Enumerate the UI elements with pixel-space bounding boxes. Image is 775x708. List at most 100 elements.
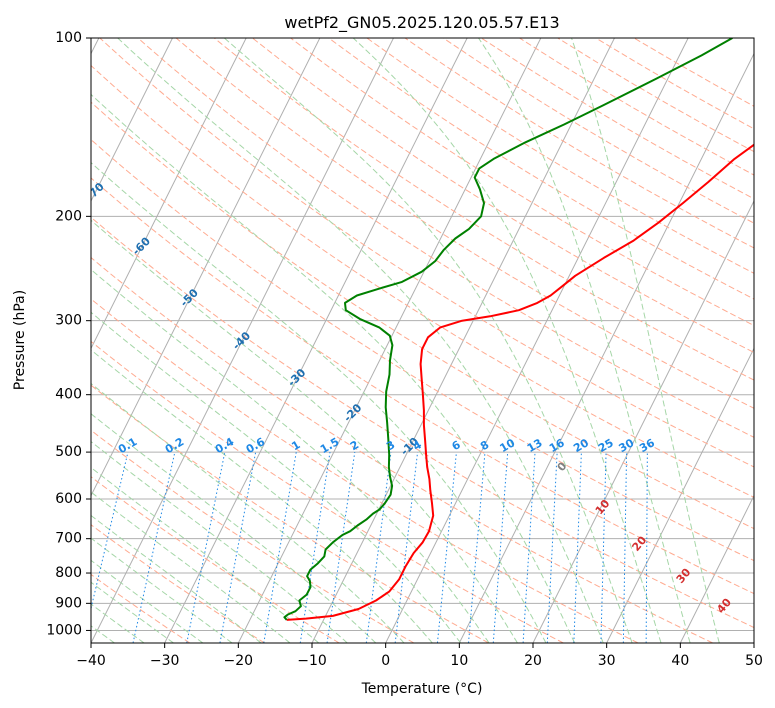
moist-adiabat bbox=[91, 382, 405, 643]
series-layer bbox=[283, 38, 754, 621]
mixing-ratio-line bbox=[219, 452, 257, 643]
dry-adiabat bbox=[91, 216, 754, 629]
moist-adiabat bbox=[91, 413, 377, 643]
moist-adiabat bbox=[91, 268, 490, 643]
isotherm-line bbox=[91, 38, 321, 497]
x-tick-label: 20 bbox=[524, 653, 542, 669]
moist-adiabat-label: 40 bbox=[714, 596, 734, 616]
x-tick-label: −20 bbox=[224, 653, 254, 669]
mixing-ratio-line bbox=[186, 452, 226, 643]
moist-adiabat bbox=[91, 559, 204, 643]
mixing-ratio-line bbox=[132, 451, 176, 643]
isotherm-label: -80 bbox=[31, 137, 54, 160]
moist-adiabat bbox=[91, 93, 576, 643]
moist-adiabat bbox=[117, 38, 604, 643]
moist-adiabat bbox=[91, 514, 262, 643]
dry-adiabat bbox=[91, 177, 754, 595]
dry-adiabat bbox=[175, 38, 754, 409]
mixing-ratio-label: 6 bbox=[450, 438, 463, 453]
isotherm-line bbox=[164, 38, 468, 643]
mixing-ratio-line bbox=[365, 452, 392, 643]
x-tick-label: 0 bbox=[381, 653, 390, 669]
x-tick-label: −10 bbox=[297, 653, 327, 669]
isotherm-label: -20 bbox=[341, 401, 364, 424]
moist-adiabat bbox=[91, 311, 462, 643]
chart-title: wetPf2_GN05.2025.120.05.57.E13 bbox=[284, 13, 559, 33]
dry-adiabat bbox=[91, 476, 340, 643]
dry-adiabat bbox=[91, 64, 754, 498]
mixing-ratio-line bbox=[394, 452, 419, 643]
dry-adiabat bbox=[404, 38, 754, 249]
y-tick-label: 1000 bbox=[46, 622, 82, 638]
y-tick-label: 500 bbox=[55, 444, 82, 460]
mixing-ratio-line bbox=[436, 452, 457, 643]
dry-adiabat bbox=[91, 429, 415, 643]
mixing-ratio-line bbox=[326, 452, 356, 643]
isotherm-line bbox=[458, 52, 754, 643]
y-tick-label: 300 bbox=[55, 313, 82, 329]
plot-frame bbox=[90, 37, 755, 644]
mixing-ratio-label: 0.2 bbox=[163, 435, 186, 456]
mixing-ratio-label: 3 bbox=[384, 438, 397, 453]
y-axis-label: Pressure (hPa) bbox=[12, 290, 28, 390]
isotherm-line bbox=[606, 347, 754, 643]
x-tick-label: −40 bbox=[76, 653, 106, 669]
y-tick-label: 400 bbox=[55, 387, 82, 403]
mixing-ratio-line bbox=[645, 452, 648, 643]
mixing-ratio-line bbox=[622, 452, 628, 643]
dry-adiabat bbox=[328, 38, 754, 300]
dry-adiabat bbox=[91, 524, 265, 643]
dry-adiabat bbox=[290, 38, 754, 327]
y-tick-label: 800 bbox=[55, 565, 82, 581]
y-tick-label: 200 bbox=[55, 208, 82, 224]
sounding-line bbox=[283, 38, 733, 621]
moist-adiabat-label: 0 bbox=[555, 459, 570, 473]
isotherm-line bbox=[532, 199, 754, 643]
mixing-ratio-label: 2 bbox=[348, 438, 361, 453]
mixing-ratio-line bbox=[263, 452, 297, 643]
isotherm-line bbox=[385, 38, 689, 643]
dry-adiabat bbox=[91, 138, 754, 562]
dry-adiabat bbox=[91, 101, 754, 530]
isotherm-label: -70 bbox=[83, 180, 106, 203]
moist-adiabat-label: 30 bbox=[674, 566, 694, 586]
moist-adiabat bbox=[352, 38, 662, 643]
isotherm-label: -60 bbox=[130, 234, 153, 257]
mixing-ratio-label: 1.5 bbox=[318, 435, 341, 456]
isotherm-line bbox=[237, 38, 542, 643]
dry-adiabat bbox=[91, 384, 489, 643]
moist-adiabat bbox=[571, 38, 720, 643]
dry-adiabat bbox=[481, 38, 754, 200]
moist-adiabat bbox=[91, 219, 518, 643]
moist-adiabat bbox=[91, 161, 547, 643]
moist-adiabat bbox=[91, 491, 291, 643]
y-axis: 100 200 300 400 500 600 700 800 900 1000 bbox=[46, 30, 91, 638]
dry-adiabat bbox=[91, 573, 191, 643]
moist-adiabat-label: 10 bbox=[593, 497, 613, 517]
y-tick-label: 600 bbox=[55, 491, 82, 507]
dry-adiabat bbox=[99, 38, 754, 468]
isotherm-line bbox=[91, 38, 247, 350]
moist-adiabat bbox=[91, 349, 433, 643]
moist-adiabat bbox=[91, 466, 320, 643]
dry-adiabat bbox=[91, 340, 564, 643]
mixing-ratio-line bbox=[600, 452, 607, 643]
isotherm-label: -30 bbox=[285, 366, 308, 389]
x-axis: −40 −30 −20 −10 0 10 20 30 40 50 bbox=[76, 643, 763, 669]
moist-adiabat bbox=[223, 38, 633, 643]
x-tick-label: 10 bbox=[450, 653, 468, 669]
moist-adiabat bbox=[91, 440, 348, 643]
x-tick-label: 30 bbox=[598, 653, 616, 669]
dry-adiabat bbox=[91, 256, 713, 643]
x-tick-label: 50 bbox=[745, 653, 763, 669]
mixing-ratio-label: 0.4 bbox=[213, 435, 237, 456]
y-tick-label: 700 bbox=[55, 531, 82, 547]
isotherm-line bbox=[91, 38, 173, 203]
isotherm-line bbox=[753, 641, 754, 643]
isotherm-line bbox=[91, 38, 394, 643]
y-tick-label: 100 bbox=[55, 30, 82, 46]
x-axis-label: Temperature (°C) bbox=[361, 681, 483, 697]
dry-adiabat bbox=[213, 38, 754, 381]
isotherm-label: -90 bbox=[0, 87, 6, 110]
mixing-ratio-line bbox=[299, 452, 331, 643]
